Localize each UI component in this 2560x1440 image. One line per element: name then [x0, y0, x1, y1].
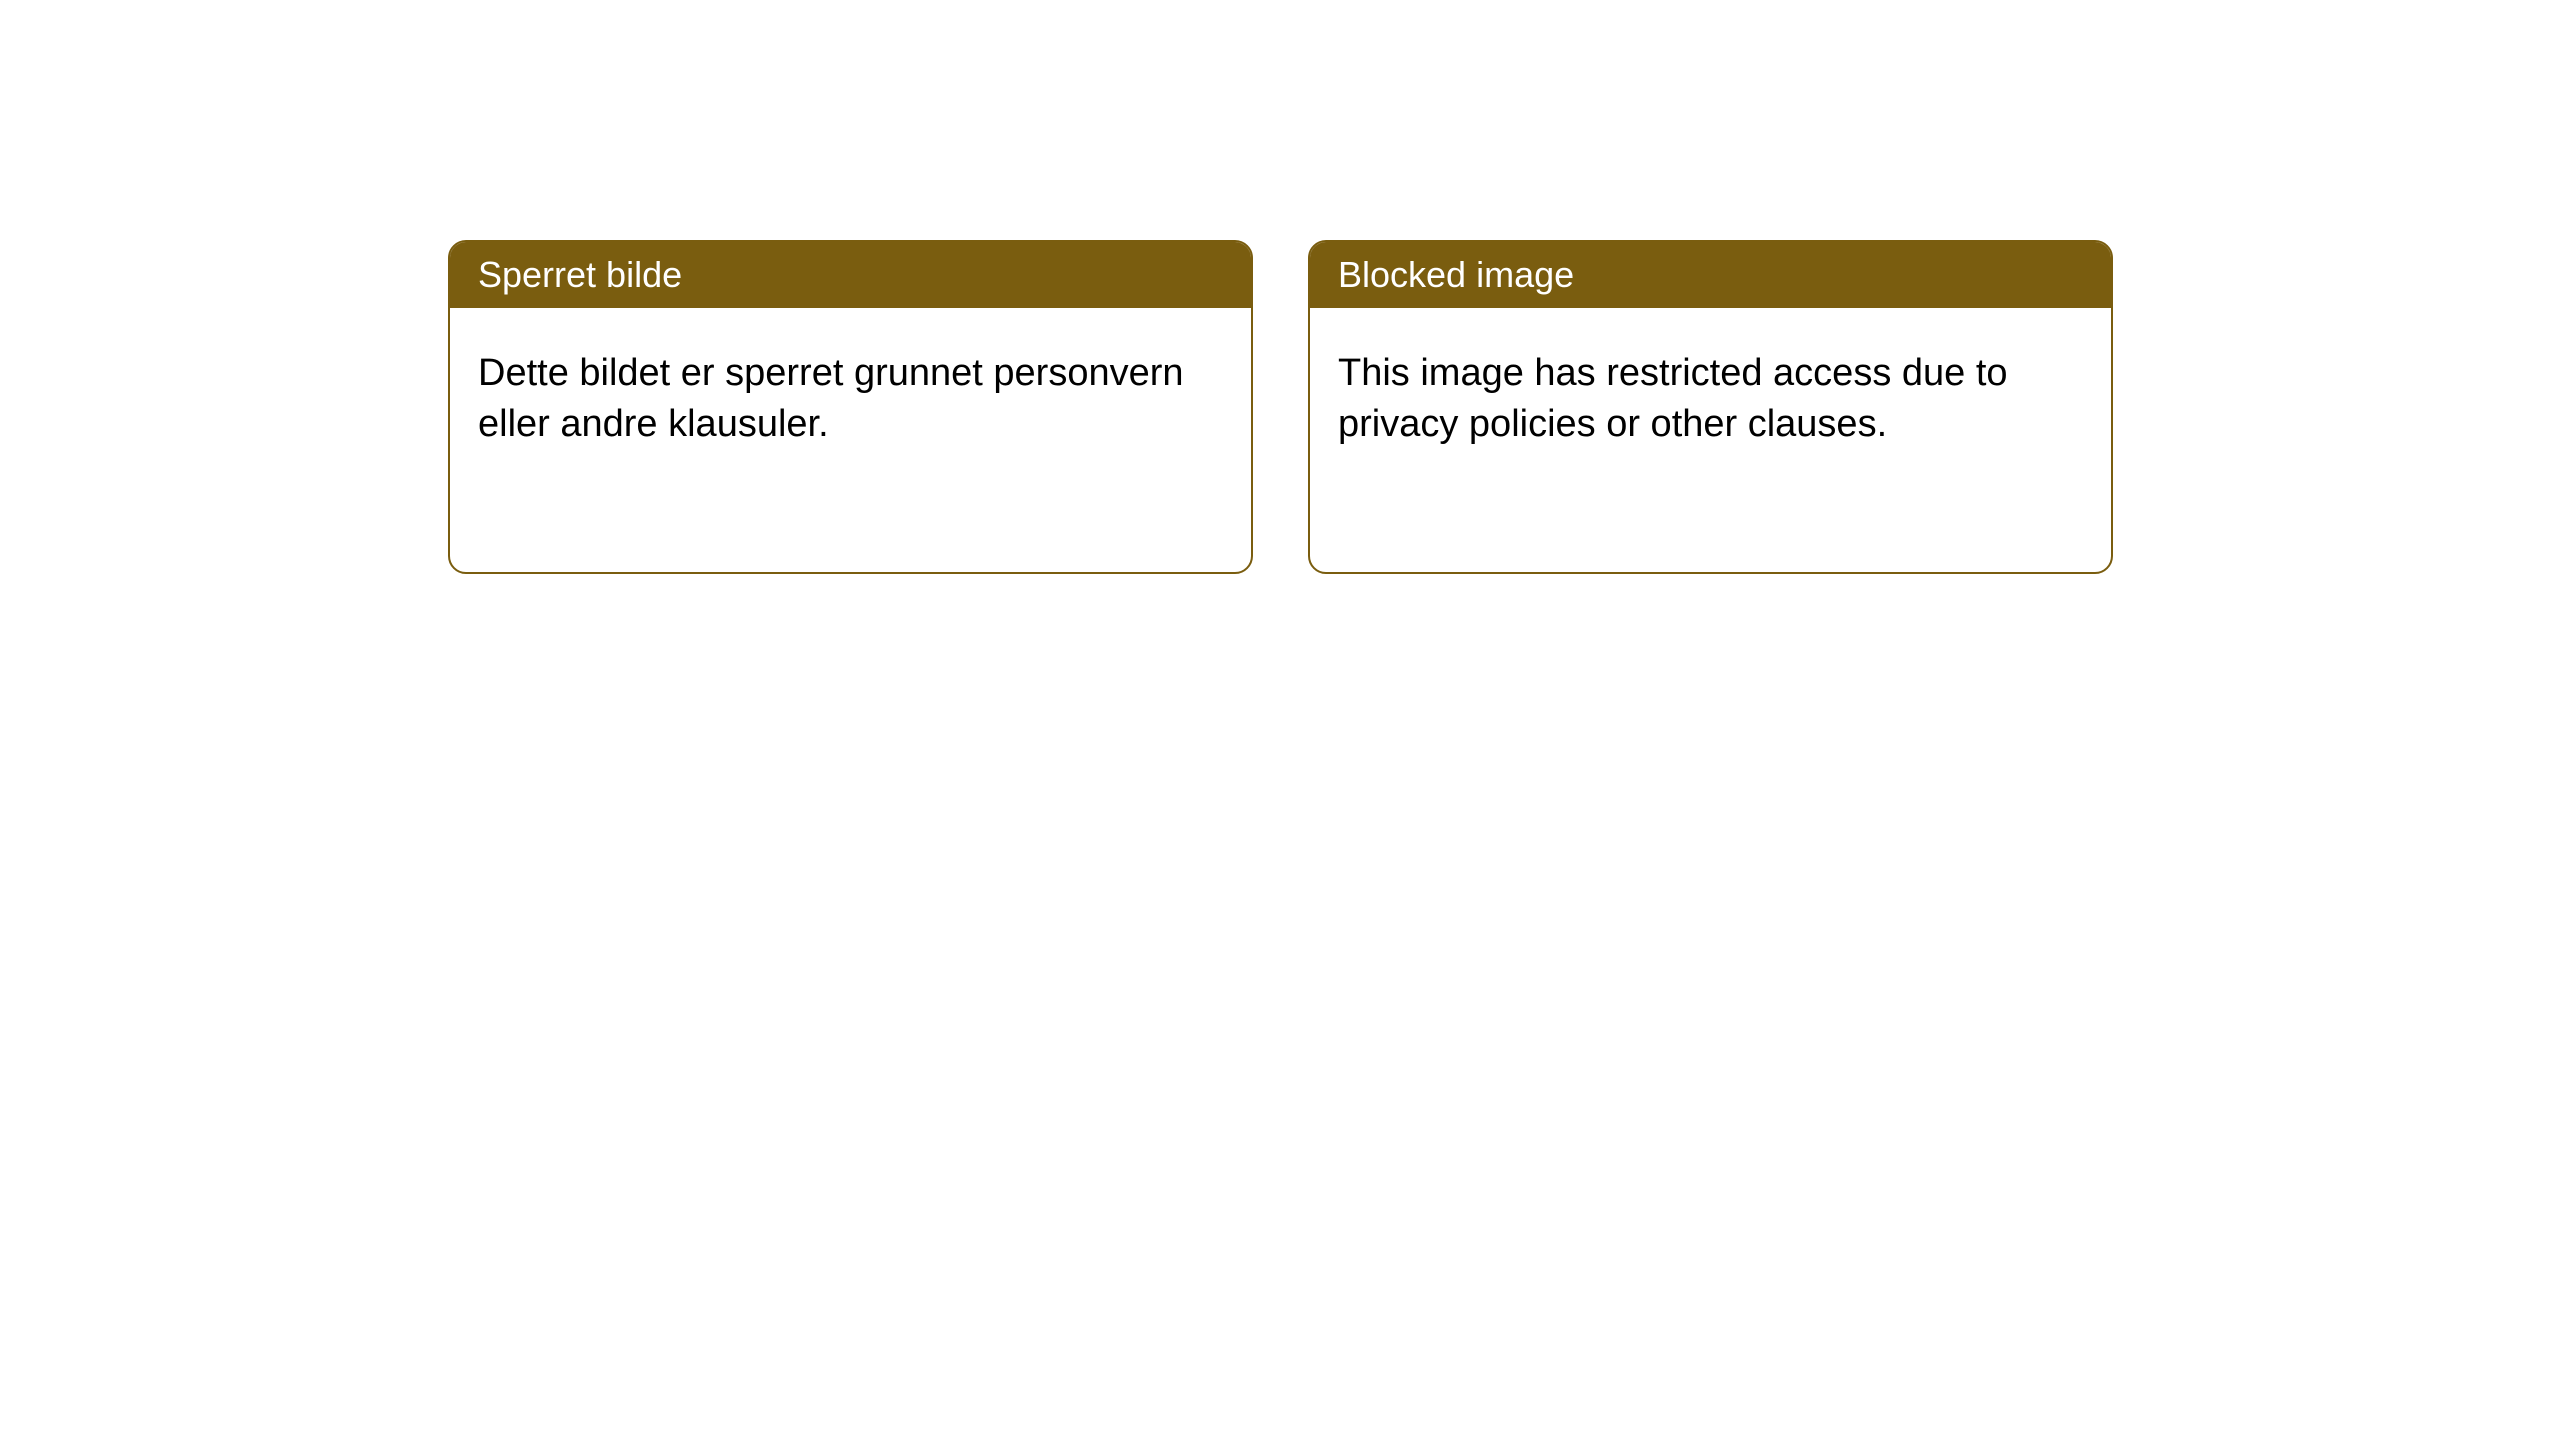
notice-card-english: Blocked image This image has restricted … [1308, 240, 2113, 574]
card-title: Blocked image [1338, 254, 1574, 295]
card-body: This image has restricted access due to … [1310, 308, 2111, 479]
card-title: Sperret bilde [478, 254, 682, 295]
notice-card-norwegian: Sperret bilde Dette bildet er sperret gr… [448, 240, 1253, 574]
card-header: Sperret bilde [450, 242, 1251, 308]
card-body-text: Dette bildet er sperret grunnet personve… [478, 352, 1184, 445]
card-body: Dette bildet er sperret grunnet personve… [450, 308, 1251, 479]
card-body-text: This image has restricted access due to … [1338, 352, 2008, 445]
card-header: Blocked image [1310, 242, 2111, 308]
notice-cards-container: Sperret bilde Dette bildet er sperret gr… [0, 0, 2560, 574]
